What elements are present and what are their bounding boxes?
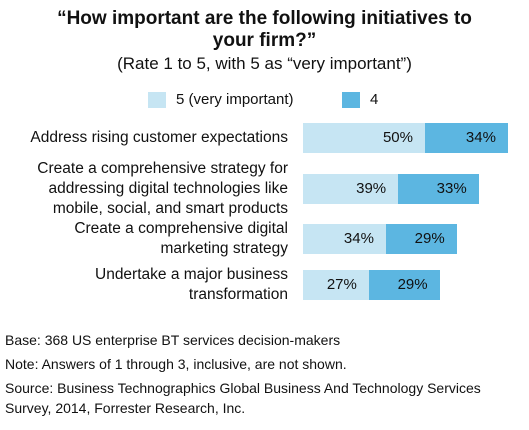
legend-swatch — [342, 92, 360, 108]
category-label: Address rising customer expectations — [30, 129, 288, 146]
legend-swatch — [148, 92, 166, 108]
value-label: 33% — [436, 180, 467, 197]
chart-subtitle: (Rate 1 to 5, with 5 as “very important”… — [117, 54, 412, 73]
category-label: Create a comprehensive digital marketing… — [74, 220, 288, 257]
bar — [398, 174, 479, 204]
category-label: Undertake a major business transformatio… — [95, 266, 288, 303]
legend-label: 4 — [370, 91, 379, 108]
bar — [425, 123, 508, 153]
bar — [303, 174, 399, 204]
value-label: 27% — [326, 276, 357, 293]
footnote: Source: Business Technographics Global B… — [5, 380, 481, 416]
value-label: 29% — [397, 276, 428, 293]
value-label: 50% — [382, 129, 413, 146]
chart-title: “How important are the following initiat… — [57, 8, 472, 51]
bar — [303, 224, 386, 254]
footnote: Note: Answers of 1 through 3, inclusive,… — [5, 356, 347, 372]
bar — [368, 270, 440, 300]
bar — [303, 123, 425, 153]
footnote: Base: 368 US enterprise BT services deci… — [5, 332, 341, 348]
value-label: 29% — [414, 230, 445, 247]
value-label: 39% — [356, 180, 387, 197]
value-label: 34% — [343, 230, 374, 247]
legend-label: 5 (very important) — [176, 91, 294, 108]
bar — [385, 224, 457, 254]
bar — [303, 270, 369, 300]
category-label: Create a comprehensive strategy for addr… — [37, 160, 288, 217]
value-label: 34% — [465, 129, 496, 146]
